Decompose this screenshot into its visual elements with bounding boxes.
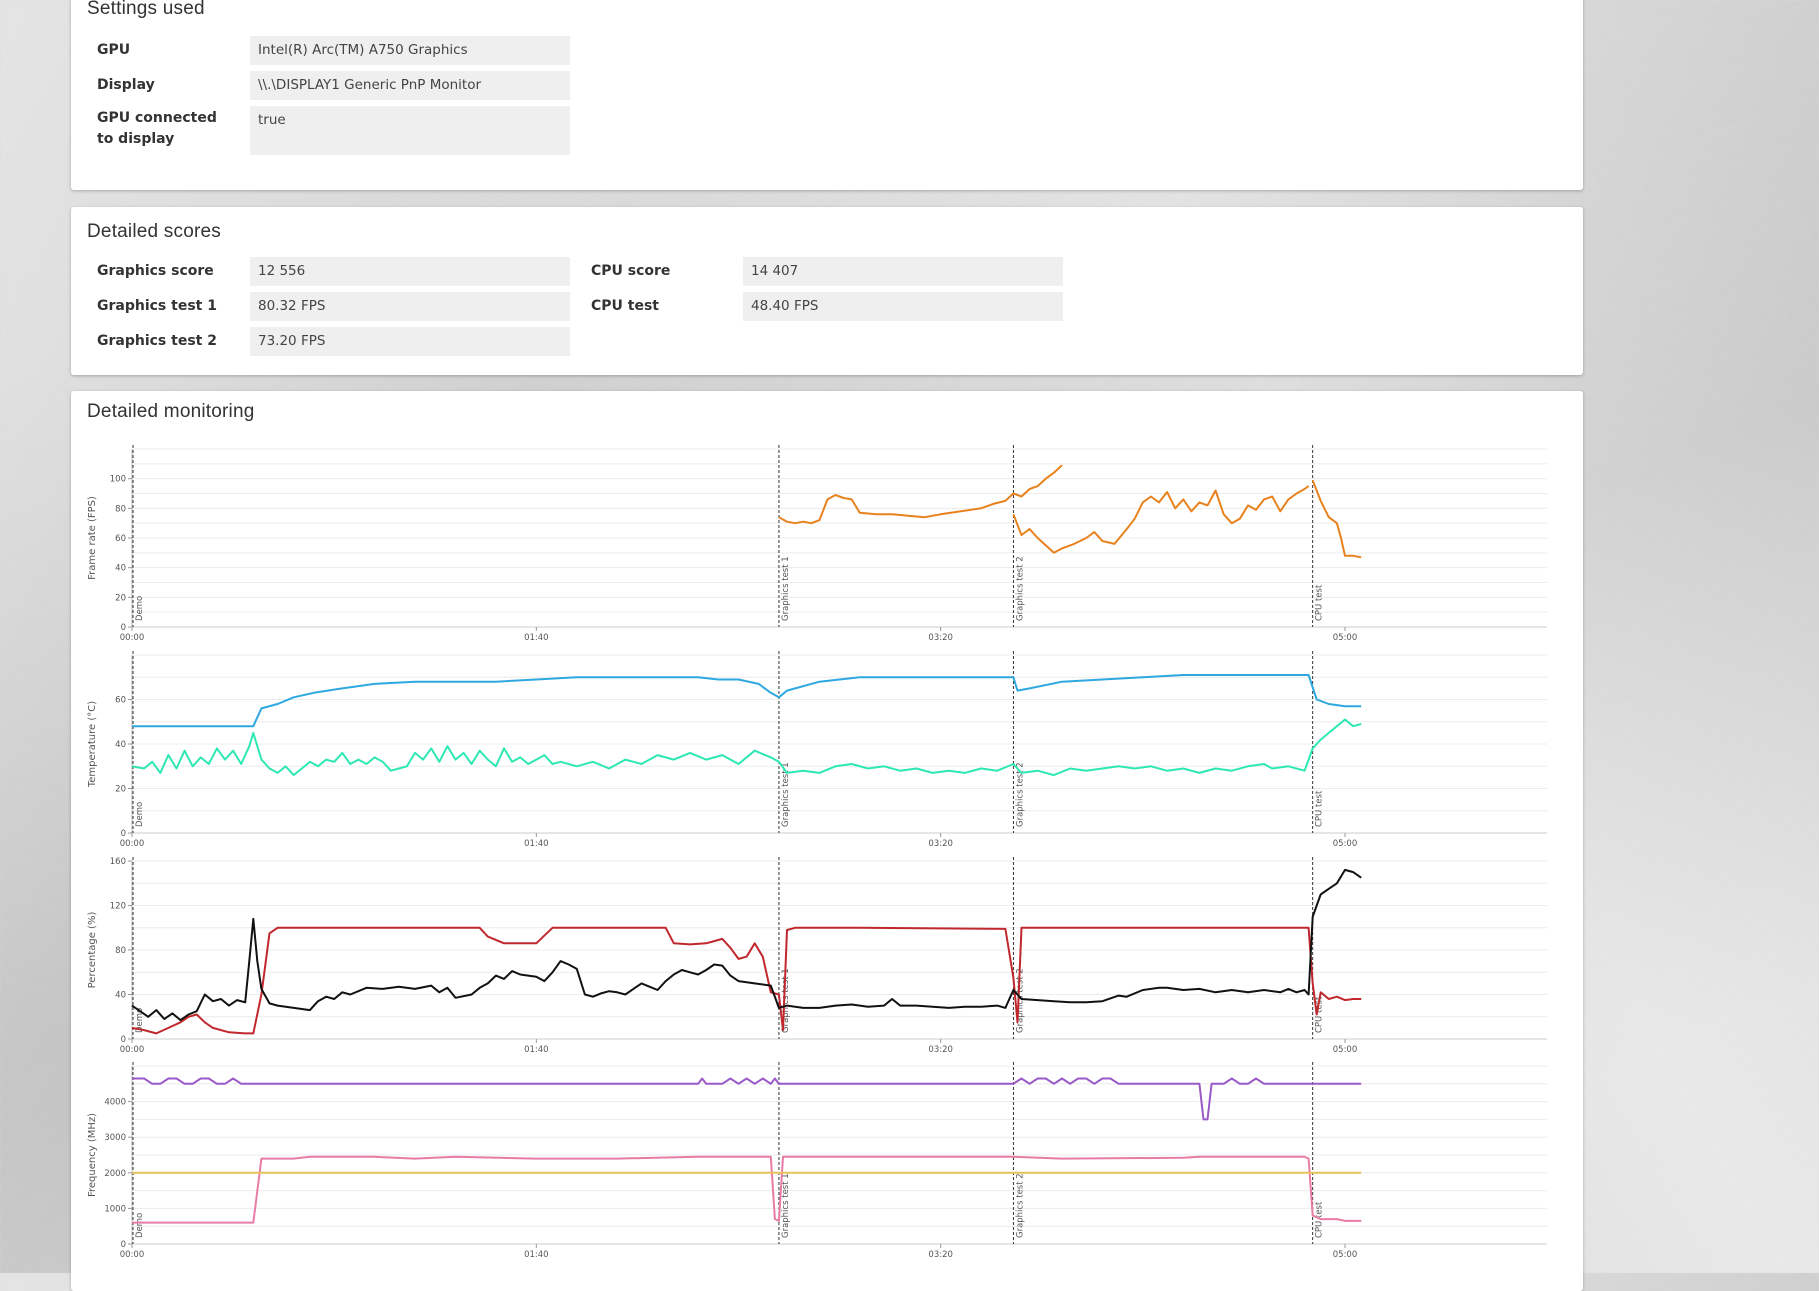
y-tick-label: 100 [110,475,126,485]
display-value: \\.\DISPLAY1 Generic PnP Monitor [250,71,570,100]
series-line [132,1077,1362,1121]
cpu-score-label: CPU score [591,263,671,279]
test-marker-label: Demo [135,1008,145,1033]
series-line [132,674,1362,728]
x-tick-label: 00:00 [120,1250,145,1260]
y-tick-label: 1000 [104,1204,126,1214]
graphics-score-value: 12 556 [250,257,570,286]
x-tick-label: 01:40 [524,633,549,643]
cpu-score-value: 14 407 [743,257,1063,286]
series-line [131,868,1362,1022]
gpu-connected-value: true [250,106,570,155]
x-tick-label: 03:20 [928,633,953,643]
x-tick-label: 00:00 [120,839,145,849]
y-tick-label: 80 [115,946,126,956]
monitoring-title: Detailed monitoring [87,401,255,422]
graphics-test2-label: Graphics test 2 [97,333,217,349]
scores-panel: Detailed scores Graphics score 12 556 Gr… [71,207,1583,375]
y-tick-label: 20 [115,593,126,603]
x-tick-label: 01:40 [524,839,549,849]
series-line [132,1155,1362,1224]
scores-title: Detailed scores [87,221,221,242]
x-tick-label: 05:00 [1333,1250,1358,1260]
test-marker-label: Graphics test 2 [1015,556,1025,621]
y-tick-label: 0 [121,1240,126,1250]
y-axis-label: Percentage (%) [87,912,98,989]
test-marker-label: CPU test [1315,584,1325,621]
y-axis-label: Frame rate (FPS) [87,496,98,580]
gpu-value: Intel(R) Arc(TM) A750 Graphics [250,36,570,65]
test-marker-label: Demo [135,802,145,827]
test-marker-label: CPU test [1315,996,1325,1033]
graphics-test1-value: 80.32 FPS [250,292,570,321]
test-marker-label: CPU test [1315,790,1325,827]
y-axis-label: Frequency (MHz) [87,1113,98,1197]
y-tick-label: 160 [110,857,126,867]
y-tick-label: 0 [121,623,126,633]
y-tick-label: 20 [115,785,126,795]
x-tick-label: 01:40 [524,1250,549,1260]
y-tick-label: 80 [115,504,126,514]
y-tick-label: 3000 [104,1133,126,1143]
x-tick-label: 05:00 [1333,839,1358,849]
test-marker-label: Graphics test 1 [781,762,791,827]
gpu-label: GPU [97,42,131,58]
graphics-score-label: Graphics score [97,263,214,279]
y-tick-label: 60 [115,696,126,706]
monitoring-panel: Detailed monitoring 0 20 40 60 80 100 Frame ra… [71,391,1583,1291]
y-tick-label: 120 [110,902,126,912]
test-marker-label: Graphics test 1 [781,556,791,621]
y-axis-label: Temperature (°C) [87,701,98,788]
x-tick-label: 00:00 [120,1045,145,1055]
y-tick-label: 0 [121,829,126,839]
settings-title: Settings used [87,0,205,19]
series-line [131,926,1362,1035]
test-marker-label: Graphics test 2 [1015,968,1025,1033]
test-marker-label: Demo [135,596,145,621]
x-tick-label: 05:00 [1333,1045,1358,1055]
series-line [778,464,1063,525]
x-tick-label: 05:00 [1333,633,1358,643]
x-tick-label: 01:40 [524,1045,549,1055]
test-marker-label: Demo [135,1213,145,1238]
test-marker-label: Graphics test 2 [1015,762,1025,827]
test-marker-label: Graphics test 2 [1015,1173,1025,1238]
x-tick-label: 03:20 [928,839,953,849]
display-label: Display [97,77,155,93]
x-tick-label: 00:00 [120,633,145,643]
test-marker-label: Graphics test 1 [781,968,791,1033]
y-tick-label: 2000 [104,1169,126,1179]
graphics-test2-value: 73.20 FPS [250,327,570,356]
cpu-test-label: CPU test [591,298,659,314]
y-tick-label: 40 [115,564,126,574]
gpu-connected-label: GPU connected to display [97,110,217,147]
cpu-test-value: 48.40 FPS [743,292,1063,321]
y-tick-label: 0 [121,1035,126,1045]
x-tick-label: 03:20 [928,1045,953,1055]
series-line [131,718,1362,777]
test-marker-label: Graphics test 1 [781,1173,791,1238]
series-line [1012,485,1310,554]
x-tick-label: 03:20 [928,1250,953,1260]
graphics-test1-label: Graphics test 1 [97,298,217,314]
series-line [1311,479,1362,559]
y-tick-label: 4000 [104,1098,126,1108]
y-tick-label: 40 [115,740,126,750]
y-tick-label: 40 [115,991,126,1001]
settings-panel: Settings used GPU Intel(R) Arc(TM) A750 … [71,0,1583,190]
y-tick-label: 60 [115,534,126,544]
